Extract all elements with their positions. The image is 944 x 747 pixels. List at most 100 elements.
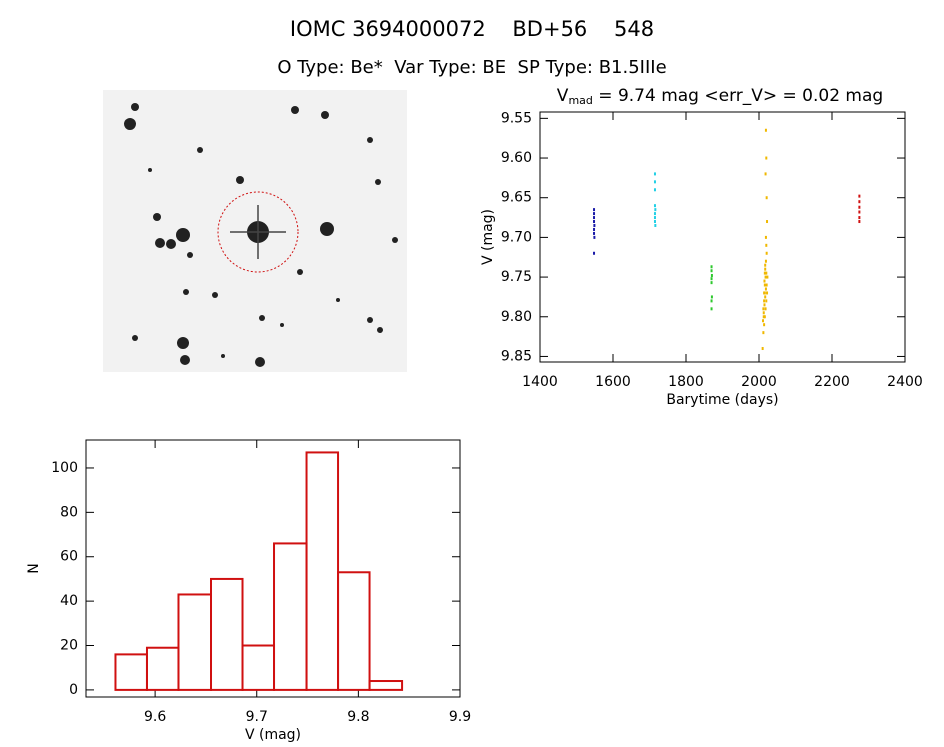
title-subscript: mad: [568, 94, 592, 107]
data-point: [762, 331, 765, 335]
data-point: [764, 259, 767, 263]
y-tick-label: 60: [60, 549, 78, 565]
histogram-bar: [210, 577, 244, 691]
data-point: [763, 283, 766, 287]
data-point: [762, 307, 765, 311]
data-point: [654, 208, 657, 212]
x-axis-label: V (mag): [245, 727, 301, 743]
data-point: [764, 263, 767, 267]
x-tick-label: 1400: [522, 374, 558, 390]
y-axis-label: V (mag): [480, 209, 496, 265]
data-point: [653, 172, 656, 176]
data-point: [765, 156, 768, 160]
data-point: [765, 196, 768, 200]
data-point: [710, 307, 713, 311]
plot-frame: [85, 439, 461, 698]
scatter-title: Vmad = 9.74 mag <err_V> = 0.02 mag: [557, 86, 883, 107]
data-point: [764, 295, 767, 299]
x-tick-label: 9.7: [246, 709, 268, 725]
histogram-bar: [337, 571, 371, 691]
data-point: [763, 291, 766, 295]
data-point: [710, 273, 713, 277]
histogram-bar: [368, 680, 404, 691]
data-point: [858, 200, 861, 204]
data-point: [653, 188, 656, 192]
data-point: [858, 216, 861, 220]
y-tick-label: 20: [60, 638, 78, 654]
data-point: [710, 265, 713, 269]
data-point: [710, 281, 713, 285]
y-axis-label: N: [26, 563, 42, 573]
data-point: [763, 315, 766, 319]
title-main: V: [557, 86, 569, 106]
data-point: [710, 295, 713, 299]
data-point: [763, 299, 766, 303]
data-point: [593, 235, 596, 239]
histogram-bar: [241, 644, 276, 691]
y-tick-label: 9.65: [501, 190, 532, 206]
data-point: [764, 275, 767, 279]
data-point: [762, 315, 765, 319]
histogram-bar: [273, 542, 308, 691]
x-tick-label: 9.6: [144, 709, 166, 725]
y-tick-label: 9.85: [501, 348, 532, 364]
data-point: [653, 204, 656, 208]
data-point: [765, 283, 768, 287]
data-point: [654, 223, 657, 227]
data-point: [766, 275, 769, 279]
data-point: [858, 205, 861, 209]
data-point: [764, 172, 767, 176]
data-point: [593, 251, 596, 255]
data-point: [763, 303, 766, 307]
data-point: [593, 208, 596, 212]
x-tick-label: 2000: [741, 374, 777, 390]
y-tick-label: 0: [69, 682, 78, 698]
y-tick-label: 80: [60, 504, 78, 520]
y-tick-label: 9.80: [501, 309, 532, 325]
data-point: [761, 347, 764, 351]
data-point: [653, 220, 656, 224]
y-tick-label: 40: [60, 593, 78, 609]
data-point: [858, 210, 861, 214]
y-tick-label: 9.75: [501, 269, 532, 285]
data-point: [763, 279, 766, 283]
x-tick-label: 2400: [887, 374, 923, 390]
histogram-bar: [114, 653, 148, 691]
data-point: [593, 216, 596, 220]
data-point: [710, 277, 713, 281]
x-tick-label: 9.8: [347, 709, 369, 725]
y-tick-label: 9.70: [501, 229, 532, 245]
data-point: [653, 216, 656, 220]
data-point: [593, 212, 596, 216]
histogram-bar: [305, 451, 340, 691]
data-point: [762, 311, 765, 315]
data-point: [765, 251, 768, 255]
star-field-image: [103, 90, 407, 372]
data-point: [858, 220, 861, 224]
data-point: [593, 223, 596, 227]
figure-subtitle: O Type: Be* Var Type: BE SP Type: B1.5II…: [277, 57, 666, 78]
data-point: [653, 212, 656, 216]
data-point: [765, 271, 768, 275]
data-point: [764, 307, 767, 311]
data-point: [858, 194, 861, 198]
data-point: [653, 180, 656, 184]
title-rest: = 9.74 mag <err_V> = 0.02 mag: [593, 86, 883, 106]
histogram-bar: [145, 646, 180, 691]
data-point: [593, 231, 596, 235]
data-point: [764, 287, 767, 291]
data-point: [763, 271, 766, 275]
data-point: [765, 243, 768, 247]
data-point: [764, 267, 767, 271]
data-point: [766, 220, 769, 224]
data-point: [764, 128, 767, 132]
x-tick-label: 1800: [668, 374, 704, 390]
x-tick-label: 2200: [814, 374, 850, 390]
y-tick-label: 9.55: [501, 110, 532, 126]
y-tick-label: 100: [51, 460, 78, 476]
data-point: [710, 299, 713, 303]
data-point: [762, 319, 765, 323]
data-point: [765, 299, 768, 303]
data-point: [763, 323, 766, 327]
